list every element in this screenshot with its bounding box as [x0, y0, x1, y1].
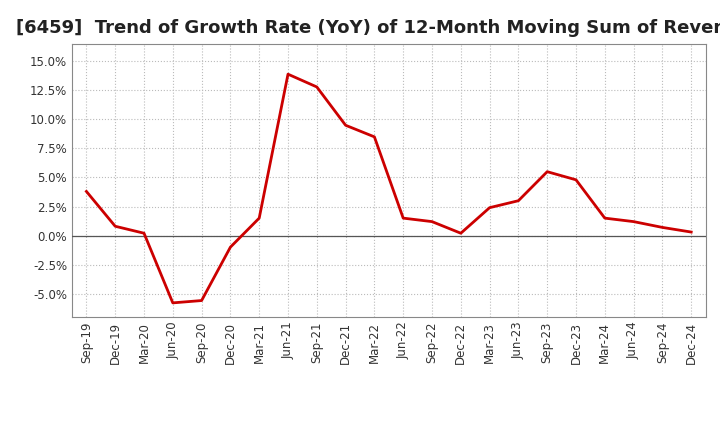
Title: [6459]  Trend of Growth Rate (YoY) of 12-Month Moving Sum of Revenues: [6459] Trend of Growth Rate (YoY) of 12-…	[16, 19, 720, 37]
